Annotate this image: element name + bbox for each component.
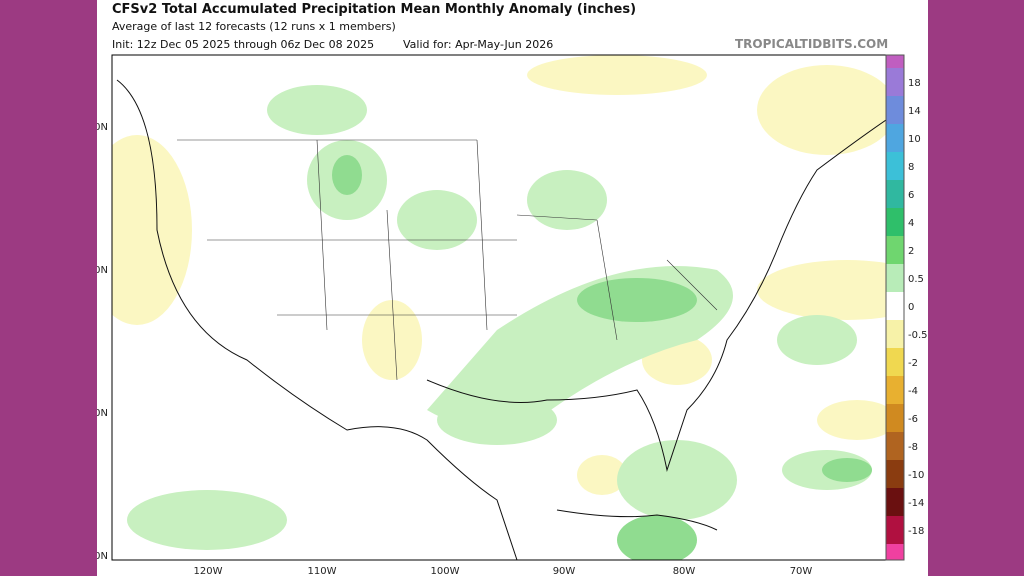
- colorbar-label: -4: [908, 386, 918, 397]
- colorbar-label: 18: [908, 78, 921, 89]
- longitude-label: 120W: [194, 566, 223, 576]
- colorbar-segment: [886, 516, 904, 544]
- colorbar-segment: [886, 152, 904, 180]
- longitude-label: 100W: [431, 566, 460, 576]
- watermark: TROPICALTIDBITS.COM: [735, 37, 889, 51]
- colorbar-label: -18: [908, 526, 924, 537]
- colorbar-segment: [886, 432, 904, 460]
- colorbar-segment: [886, 488, 904, 516]
- colorbar-segment: [886, 55, 904, 68]
- colorbar-segment: [886, 348, 904, 376]
- colorbar-label: 6: [908, 190, 914, 201]
- colorbar-segment: [886, 264, 904, 292]
- colorbar-segment: [886, 236, 904, 264]
- colorbar-segment: [886, 544, 904, 560]
- colorbar-segment: [886, 320, 904, 348]
- latitude-label: 20N: [97, 551, 108, 562]
- anomaly-field: [112, 55, 886, 560]
- longitude-label: 90W: [553, 566, 576, 576]
- map-panel: CFSv2 Total Accumulated Precipitation Me…: [97, 0, 928, 576]
- colorbar-label: 0.5: [908, 274, 924, 285]
- longitude-label: 80W: [673, 566, 696, 576]
- latitude-label: 40N: [97, 265, 108, 276]
- title: CFSv2 Total Accumulated Precipitation Me…: [112, 2, 637, 17]
- longitude-label: 110W: [308, 566, 337, 576]
- colorbar-label: 14: [908, 106, 921, 117]
- colorbar-frame: [885, 54, 905, 561]
- colorbar-segment: [886, 180, 904, 208]
- colorbar-segment: [886, 376, 904, 404]
- longitude-label: 70W: [790, 566, 813, 576]
- colorbar-label: -8: [908, 442, 918, 453]
- colorbar-label: -0.5: [908, 330, 928, 341]
- colorbar-segment: [886, 68, 904, 96]
- colorbar-label: -10: [908, 470, 924, 481]
- colorbar-label: 0: [908, 302, 914, 313]
- colorbar-label: -14: [908, 498, 924, 509]
- colorbar-segment: [886, 460, 904, 488]
- map: 18 14 10 8 6 4 2 0.5 0 -0.5 -2 -4 -6 -8 -10 -14 -18 120W 1…: [97, 54, 928, 576]
- valid-time: Valid for: Apr-May-Jun 2026: [403, 38, 554, 51]
- colorbar-segment: [886, 96, 904, 124]
- colorbar-segment: [886, 292, 904, 320]
- colorbar-label: -6: [908, 414, 918, 425]
- colorbar-label: -2: [908, 358, 918, 369]
- colorbar-label: 10: [908, 134, 921, 145]
- colorbar-label: 4: [908, 218, 914, 229]
- colorbar-label: 8: [908, 162, 914, 173]
- colorbar-segment: [886, 208, 904, 236]
- latitude-label: 30N: [97, 408, 108, 419]
- colorbar-label: 2: [908, 246, 914, 257]
- latitude-label: 50N: [97, 122, 108, 133]
- subtitle: Average of last 12 forecasts (12 runs x …: [112, 20, 396, 33]
- colorbar-segment: [886, 404, 904, 432]
- init-time: Init: 12z Dec 05 2025 through 06z Dec 08…: [112, 38, 375, 51]
- colorbar-segment: [886, 124, 904, 152]
